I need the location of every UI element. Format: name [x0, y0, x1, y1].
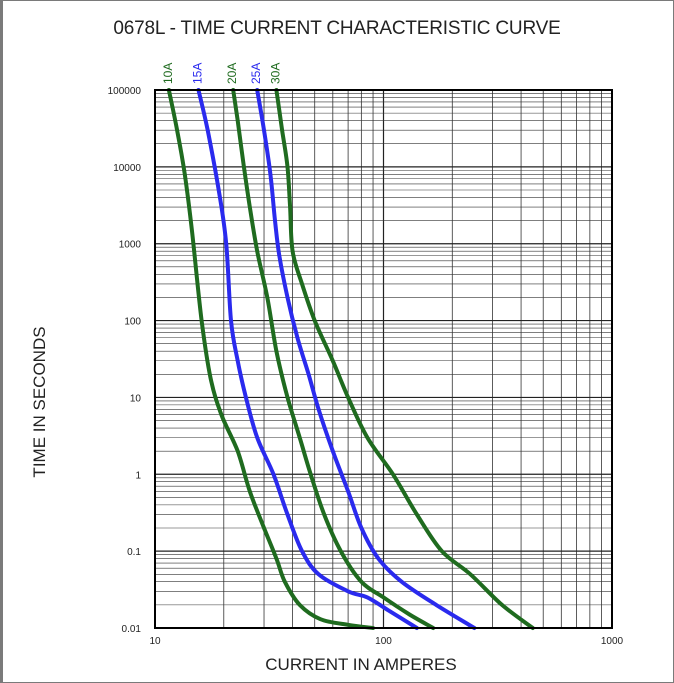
series-curves — [166, 88, 535, 630]
series-label-15a: 15A — [190, 63, 204, 84]
y-tick-label: 100 — [124, 317, 141, 328]
series-label-10a: 10A — [161, 63, 175, 84]
series-label-25a: 25A — [249, 63, 263, 84]
chart-title: 0678L - TIME CURRENT CHARACTERISTIC CURV… — [113, 18, 561, 39]
series-line-25a — [255, 88, 477, 630]
y-tick-label: 10 — [130, 393, 142, 404]
x-tick-label: 10 — [149, 636, 161, 647]
y-tick-label: 0.01 — [122, 624, 142, 635]
series-label-30a: 30A — [268, 63, 282, 84]
series-labels: 10A 15A 20A 25A 30A — [161, 63, 283, 84]
series-line-20a — [231, 88, 436, 630]
plot-area-border — [154, 89, 613, 629]
y-tick-label: 1 — [135, 470, 141, 481]
series-line-10a — [166, 88, 375, 630]
grid-lines — [154, 90, 612, 629]
series-line-15a — [196, 88, 419, 630]
x-axis-label: CURRENT IN AMPERES — [265, 655, 457, 674]
series-line-30a — [274, 88, 535, 630]
tick-labels: 10 100 1000 0.01 0.1 1 10 100 1000 10000 100000 — [108, 86, 624, 647]
y-tick-label: 100000 — [108, 86, 142, 97]
y-tick-label: 0.1 — [127, 547, 141, 558]
y-tick-label: 1000 — [119, 240, 142, 251]
series-label-20a: 20A — [225, 63, 239, 84]
x-tick-label: 1000 — [601, 636, 624, 647]
y-tick-label: 10000 — [113, 163, 141, 174]
x-tick-label: 100 — [375, 636, 392, 647]
